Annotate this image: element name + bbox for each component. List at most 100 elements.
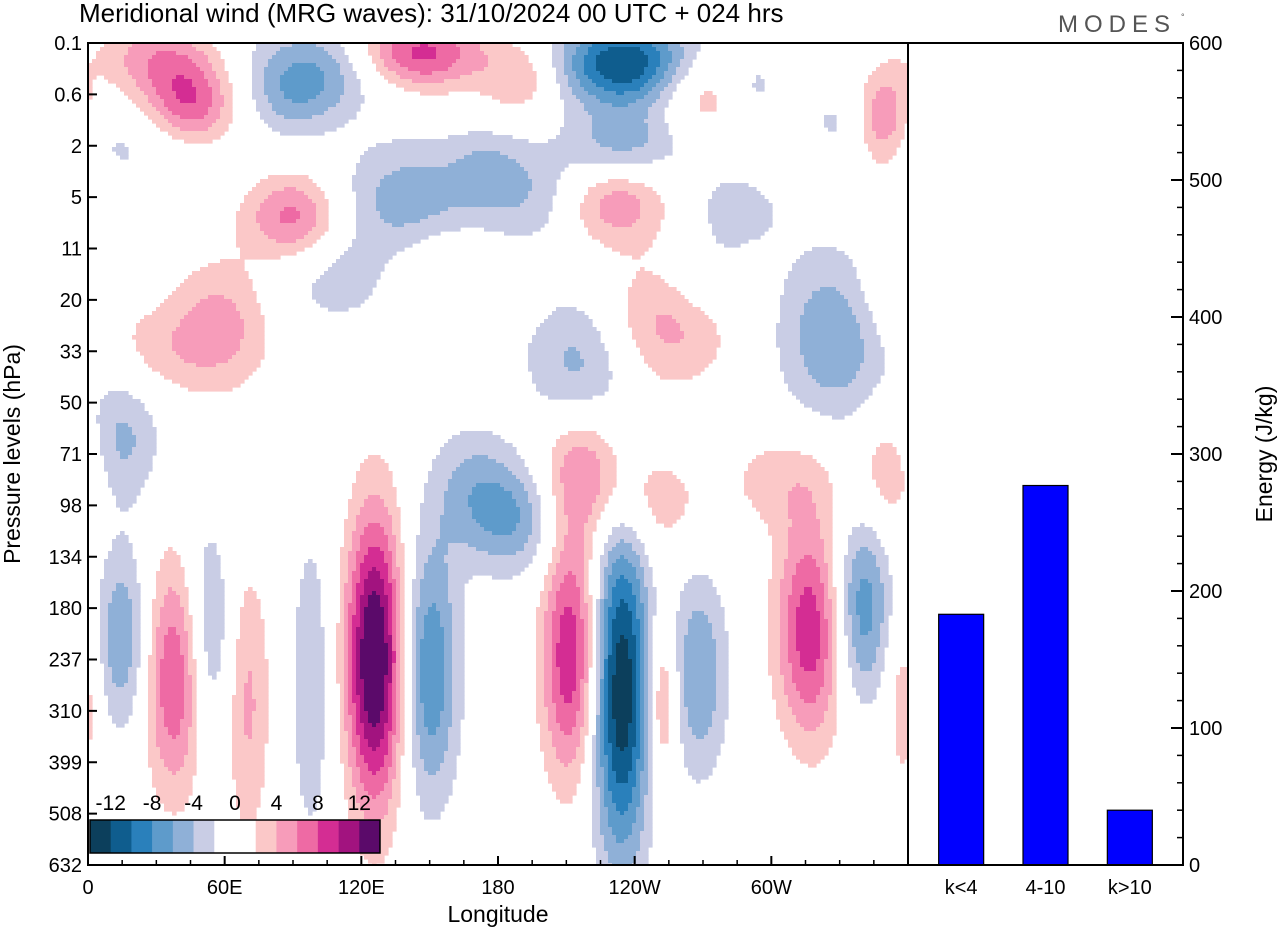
heatmap-cell	[196, 99, 213, 104]
heatmap-cell	[184, 279, 253, 284]
heatmap-cell	[896, 123, 905, 128]
heatmap-cell	[880, 491, 901, 496]
heatmap-cell	[816, 507, 833, 512]
heatmap-cell	[684, 639, 717, 644]
heatmap-cell	[352, 775, 361, 780]
heatmap-cell	[188, 651, 193, 656]
heatmap-cell	[340, 723, 345, 728]
heatmap-cell	[384, 615, 389, 620]
heatmap-cell	[644, 707, 649, 712]
heatmap-cell	[832, 659, 837, 664]
heatmap-cell	[604, 843, 641, 848]
heatmap-cell	[876, 135, 889, 140]
heatmap-cell	[844, 571, 853, 576]
heatmap-cell	[564, 63, 573, 68]
heatmap-cell	[136, 443, 157, 448]
heatmap-cell	[604, 743, 613, 748]
heatmap-cell	[744, 487, 793, 492]
heatmap-cell	[172, 379, 245, 384]
heatmap-cell	[132, 451, 157, 456]
heatmap-cell	[96, 55, 125, 60]
heatmap-cell	[596, 767, 605, 772]
heatmap-cell	[420, 755, 445, 760]
heatmap-cell	[232, 767, 265, 772]
heatmap-cell	[648, 651, 653, 656]
heatmap-cell	[796, 627, 821, 632]
heatmap-cell	[412, 583, 421, 588]
heatmap-cell	[356, 599, 361, 604]
heatmap-cell	[584, 559, 589, 564]
heatmap-cell	[600, 707, 605, 712]
heatmap-cell	[888, 59, 901, 64]
heatmap-cell	[576, 755, 585, 760]
heatmap-cell	[396, 731, 401, 736]
heatmap-cell	[580, 607, 589, 612]
heatmap-cell	[156, 703, 161, 708]
heatmap-cell	[100, 587, 117, 592]
heatmap-cell	[528, 539, 541, 544]
colorbar-swatch	[193, 820, 215, 853]
heatmap-cell	[340, 551, 349, 556]
heatmap-cell	[636, 195, 661, 200]
heatmap-cell	[792, 519, 821, 524]
heatmap-cell	[644, 719, 649, 724]
heatmap-cell	[416, 675, 421, 680]
heatmap-cell	[252, 727, 269, 732]
heatmap-cell	[104, 455, 121, 460]
heatmap-cell	[648, 607, 657, 612]
heatmap-cell	[116, 435, 137, 440]
heatmap-cell	[868, 547, 885, 552]
heatmap-cell	[612, 831, 633, 836]
heatmap-cell	[336, 671, 345, 676]
heatmap-cell	[596, 855, 609, 860]
heatmap-cell	[792, 587, 805, 592]
heatmap-cell	[352, 595, 357, 600]
heatmap-cell	[348, 759, 357, 764]
heatmap-cell	[788, 743, 833, 748]
heatmap-cell	[608, 539, 621, 544]
heatmap-cell	[164, 647, 181, 652]
heatmap-cell	[100, 47, 129, 52]
heatmap-cell	[828, 707, 837, 712]
heatmap-cell	[524, 483, 537, 488]
heatmap-cell	[600, 199, 641, 204]
y-tick-label: 180	[49, 598, 82, 620]
heatmap-cell	[340, 563, 349, 568]
heatmap-cell	[340, 687, 345, 692]
heatmap-cell	[796, 623, 821, 628]
heatmap-cell	[628, 643, 637, 648]
heatmap-cell	[648, 763, 653, 768]
heatmap-cell	[564, 491, 601, 496]
heatmap-cell	[892, 131, 905, 136]
heatmap-cell	[356, 219, 385, 224]
heatmap-cell	[636, 859, 649, 864]
heatmap-cell	[356, 711, 361, 716]
heatmap-cell	[172, 339, 241, 344]
heatmap-cell	[856, 375, 881, 380]
heatmap-cell	[420, 747, 449, 752]
heatmap-cell	[448, 599, 465, 604]
heatmap-cell	[616, 723, 629, 728]
heatmap-cell	[272, 191, 305, 196]
heatmap-cell	[156, 591, 169, 596]
heatmap-cell	[640, 679, 645, 684]
heatmap-cell	[864, 123, 873, 128]
heatmap-cell	[148, 711, 157, 716]
heatmap-cell	[604, 675, 609, 680]
heatmap-cell	[104, 671, 113, 676]
heatmap-cell	[192, 43, 213, 48]
heatmap-cell	[268, 175, 309, 180]
heatmap-cell	[460, 463, 505, 468]
heatmap-cell	[148, 763, 165, 768]
heatmap-cell	[820, 567, 829, 572]
heatmap-cell	[420, 671, 445, 676]
heatmap-cell	[368, 599, 381, 604]
heatmap-cell	[172, 87, 197, 92]
heatmap-cell	[608, 859, 637, 864]
heatmap-cell	[836, 287, 861, 292]
heatmap-cell	[776, 707, 793, 712]
heatmap-cell	[596, 671, 601, 676]
heatmap-cell	[336, 651, 345, 656]
heatmap-cell	[600, 735, 605, 740]
heatmap-cell	[792, 671, 825, 676]
